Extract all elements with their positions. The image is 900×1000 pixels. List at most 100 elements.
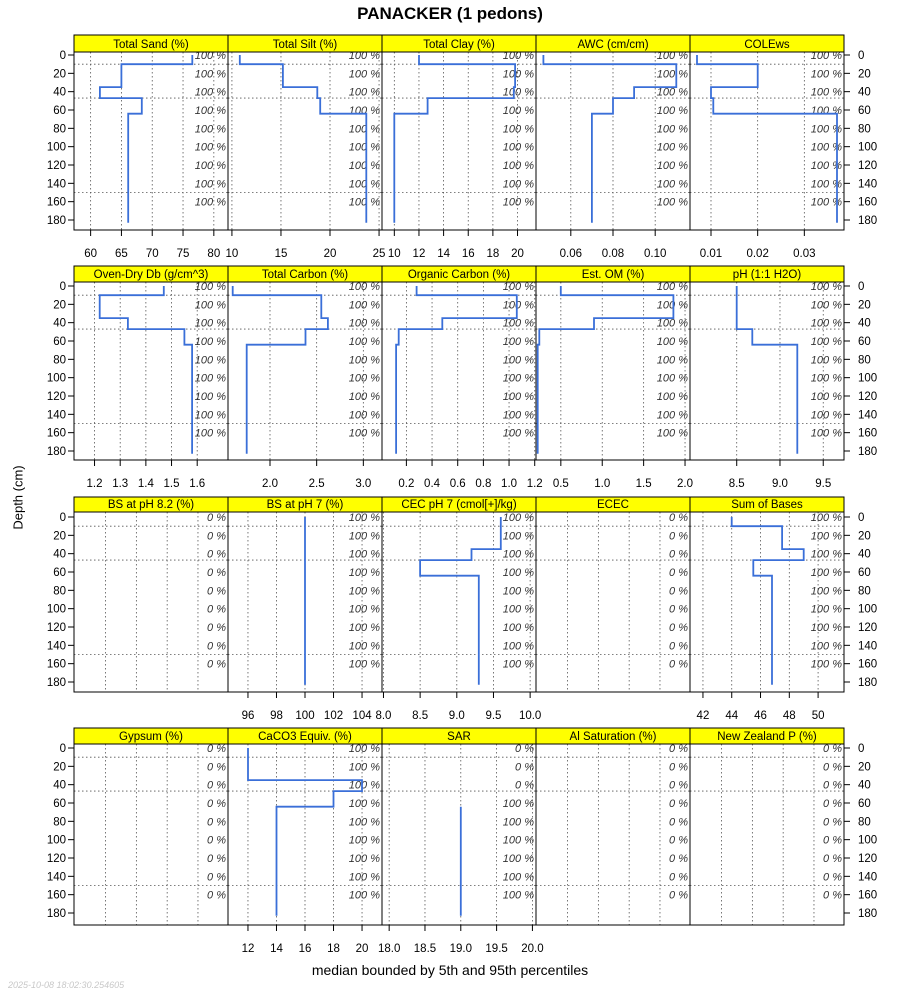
panel-14: 0 % 0 % 0 % 0 % 0 % 0 % 0 % 0 % 0 % ECEC: [535, 496, 691, 693]
pct-label: 100 %: [195, 409, 226, 421]
x-tick-label: 48: [783, 710, 796, 722]
y-tick-label-left: 60: [53, 336, 66, 348]
pct-label: 0 %: [823, 743, 842, 755]
pct-label: 100 %: [349, 299, 380, 311]
panel-border: [689, 727, 845, 926]
panel-area: [536, 497, 690, 692]
y-tick-label-right: 180: [858, 677, 877, 689]
x-tick-label: 8.0: [375, 710, 391, 722]
y-tick-label-left: 20: [53, 68, 66, 80]
pct-label: 100 %: [349, 178, 380, 190]
pct-label: 0 %: [669, 798, 688, 810]
pct-label: 100 %: [349, 549, 380, 561]
x-tick-label: 70: [146, 248, 159, 260]
pct-label: 0 %: [669, 890, 688, 902]
pct-label: 100 %: [503, 50, 534, 62]
y-tick-label-right: 0: [858, 281, 864, 293]
pct-label: 100 %: [349, 373, 380, 385]
x-tick-label: 9.0: [772, 478, 788, 490]
x-tick-label: 9.5: [485, 710, 501, 722]
pct-label: 100 %: [503, 373, 534, 385]
panel-area: [228, 266, 382, 460]
y-tick-label-left: 40: [53, 780, 66, 792]
panel-area: [74, 35, 228, 230]
pct-label: 0 %: [207, 816, 226, 828]
x-tick-label: 0.8: [475, 478, 491, 490]
profile-line: [238, 55, 368, 223]
panel-17: 100 % 100 % 100 % 100 % 100 % 100 % 100 % 100 %…: [227, 727, 383, 955]
y-tick-label-right: 100: [858, 604, 877, 616]
pct-label: 100 %: [349, 123, 380, 135]
x-tick-label: 2.5: [309, 478, 325, 490]
profile-line: [419, 517, 502, 685]
strip-title: New Zealand P (%): [717, 731, 817, 743]
pct-label: 0 %: [207, 549, 226, 561]
panel-border: [689, 265, 845, 461]
panel-border: [689, 34, 845, 231]
pct-label: 100 %: [503, 567, 534, 579]
y-tick-label-left: 60: [53, 567, 66, 579]
strip-title: Al Saturation (%): [570, 731, 657, 743]
y-tick-label-left: 20: [53, 761, 66, 773]
pct-label: 0 %: [207, 743, 226, 755]
pct-label: 100 %: [657, 336, 688, 348]
pct-label: 100 %: [503, 197, 534, 209]
strip-title: SAR: [447, 731, 471, 743]
panel-16: 0 % 0 % 0 % 0 % 0 % 0 % 0 % 0 % 0 % Gypsum (%): [73, 727, 229, 926]
profile-line: [395, 286, 518, 454]
pct-label: 100 %: [657, 160, 688, 172]
pct-label: 100 %: [195, 68, 226, 80]
pct-label: 100 %: [349, 761, 380, 773]
pct-label: 100 %: [349, 68, 380, 80]
x-tick-label: 2.0: [677, 478, 693, 490]
y-tick-label-left: 140: [47, 178, 66, 190]
pct-label: 100 %: [349, 409, 380, 421]
chart-title: PANACKER (1 pedons): [357, 4, 543, 23]
y-tick-label-left: 180: [47, 677, 66, 689]
pct-label: 100 %: [349, 835, 380, 847]
x-tick-label: 16: [462, 248, 475, 260]
x-tick-label: 44: [725, 710, 738, 722]
panel-11: 0 % 0 % 0 % 0 % 0 % 0 % 0 % 0 % 0 % BS at pH 8.2 …: [73, 496, 229, 693]
pct-label: 0 %: [207, 871, 226, 883]
x-tick-label: 9.5: [815, 478, 831, 490]
strip-title: Gypsum (%): [119, 731, 183, 743]
y-tick-label-left: 140: [47, 640, 66, 652]
pct-label: 0 %: [669, 761, 688, 773]
x-tick-label: 102: [324, 710, 343, 722]
pct-label: 100 %: [349, 160, 380, 172]
profile-line: [99, 55, 194, 223]
y-tick-label-right: 60: [858, 105, 871, 117]
pct-label: 0 %: [669, 549, 688, 561]
x-tick-label: 14: [270, 943, 283, 955]
pct-label: 0 %: [823, 816, 842, 828]
strip-title: Total Silt (%): [273, 39, 338, 51]
x-tick-label: 20.0: [521, 943, 543, 955]
panel-area: [382, 266, 536, 460]
pct-label: 0 %: [207, 890, 226, 902]
panel-area: [382, 728, 536, 925]
pct-label: 100 %: [349, 622, 380, 634]
pct-label: 100 %: [349, 318, 380, 330]
y-tick-label-left: 100: [47, 604, 66, 616]
strip-title: COLEws: [744, 39, 790, 51]
y-tick-label-right: 120: [858, 160, 877, 172]
pct-label: 0 %: [669, 567, 688, 579]
panel-4: 100 % 100 % 100 % 100 % 100 % 100 % 100 % 100 %…: [535, 34, 691, 260]
pct-label: 100 %: [349, 512, 380, 524]
pct-label: 100 %: [657, 178, 688, 190]
y-tick-label-right: 0: [858, 743, 864, 755]
y-tick-label-left: 20: [53, 530, 66, 542]
panel-area: [690, 266, 844, 460]
pct-label: 0 %: [207, 853, 226, 865]
pct-label: 100 %: [811, 281, 842, 293]
strip-title: Total Sand (%): [113, 39, 189, 51]
pct-label: 0 %: [669, 871, 688, 883]
y-tick-label-right: 0: [858, 512, 864, 524]
pct-label: 100 %: [503, 585, 534, 597]
pct-label: 100 %: [811, 50, 842, 62]
x-tick-label: 0.03: [793, 248, 815, 260]
pct-label: 100 %: [195, 178, 226, 190]
x-tick-label: 12: [242, 943, 255, 955]
